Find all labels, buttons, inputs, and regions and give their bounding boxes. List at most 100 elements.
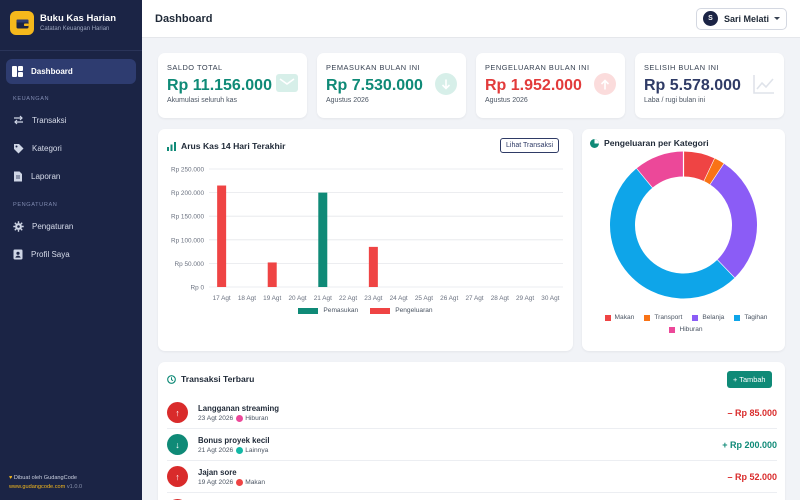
x-tick-label: 26 Agt	[440, 295, 458, 302]
cashflow-chart: Rp 0 Rp 50.000 Rp 100.000 Rp 150.000 Rp 200.…	[171, 167, 563, 302]
legend-item-tagihan[interactable]: Tagihan	[734, 314, 767, 321]
legend-label: Makan	[614, 314, 635, 321]
arrow-down-icon	[435, 73, 457, 95]
sidebar-item-label: Kategori	[32, 143, 62, 153]
sidebar-footer: ♥ Dibuat oleh GudangCode www.gudangcode.…	[9, 474, 82, 492]
slice-belanja[interactable]	[709, 163, 757, 278]
legend-label: Belanja	[702, 314, 725, 321]
legend-swatch	[644, 314, 651, 321]
footer-credit: Dibuat oleh GudangCode	[13, 475, 78, 481]
sidebar-item-transaksi[interactable]: Transaksi	[0, 106, 142, 134]
bar-chart-icon	[167, 141, 176, 151]
sidebar-section-settings: PENGATURAN	[13, 202, 58, 208]
y-tick-label: Rp 100.000	[171, 237, 204, 244]
y-tick-label: Rp 0	[191, 285, 205, 292]
stat-value: Rp 11.156.000	[167, 77, 272, 94]
chevron-down-icon	[774, 17, 780, 20]
avatar: S	[702, 11, 718, 26]
legend-expense[interactable]: Pengeluaran	[370, 307, 433, 314]
stat-card-income: PEMASUKAN BULAN INI Rp 7.530.000 Agustus…	[317, 53, 466, 118]
x-tick-label: 22 Agt	[339, 295, 357, 302]
bar-pengeluaran[interactable]	[217, 185, 227, 287]
transaction-date: 19 Agt 2026	[198, 478, 234, 486]
dashboard-icon	[12, 66, 23, 77]
transaction-row[interactable]: ↑ Jajan sore 19 Agt 2026 Makan – Rp 52.00…	[167, 461, 777, 493]
transaction-name: Bonus proyek kecil	[198, 435, 270, 445]
legend-label: Tagihan	[744, 314, 768, 321]
bar-pengeluaran[interactable]	[368, 246, 378, 287]
legend-item-transport[interactable]: Transport	[644, 314, 682, 321]
category-title: Pengeluaran per Kategori	[604, 138, 709, 148]
page-title: Dashboard	[155, 12, 213, 25]
legend-income[interactable]: Pemasukan	[298, 307, 358, 314]
transaction-category: Makan	[245, 478, 265, 486]
transaction-name: Langganan streaming	[198, 403, 280, 413]
sidebar-item-laporan[interactable]: Laporan	[0, 162, 142, 190]
footer-link[interactable]: www.gudangcode.com	[9, 484, 66, 490]
legend-swatch	[734, 314, 741, 321]
transaction-row-partial[interactable]: ↑	[167, 493, 777, 500]
sidebar-divider	[0, 50, 142, 51]
x-tick-label: 20 Agt	[288, 295, 306, 302]
category-dot	[236, 478, 244, 486]
transaction-row[interactable]: ↑ Langganan streaming 23 Agt 2026 Hiburan…	[167, 397, 777, 429]
stat-card-difference: SELISIH BULAN INI Rp 5.578.000 Laba / ru…	[635, 53, 784, 118]
arrow-up-icon	[594, 73, 616, 95]
stat-value: Rp 1.952.000	[485, 77, 582, 94]
sidebar-item-kategori[interactable]: Kategori	[0, 134, 142, 162]
bar-pengeluaran[interactable]	[267, 262, 277, 287]
bar-pemasukan[interactable]	[318, 192, 328, 287]
stat-card-expense: PENGELUARAN BULAN INI Rp 1.952.000 Agust…	[476, 53, 625, 118]
stat-value: Rp 7.530.000	[326, 77, 423, 94]
arrow-up-icon: ↑	[167, 466, 188, 487]
slice-tagihan[interactable]	[610, 168, 735, 299]
x-tick-label: 28 Agt	[491, 295, 509, 302]
report-icon	[14, 171, 22, 181]
stat-card-balance: SALDO TOTAL Rp 11.156.000 Akumulasi selu…	[158, 53, 307, 118]
y-tick-label: Rp 150.000	[171, 214, 204, 221]
slice-makan[interactable]	[682, 151, 715, 182]
trend-icon	[753, 73, 775, 95]
legend-swatch	[298, 307, 319, 314]
user-menu-button[interactable]: S Sari Melati	[695, 7, 787, 30]
transaction-row[interactable]: ↓ Bonus proyek kecil 21 Agt 2026 Lainnya …	[167, 429, 777, 461]
sidebar-item-label: Laporan	[31, 171, 61, 181]
legend-item-makan[interactable]: Makan	[604, 314, 635, 321]
transactions-card: Transaksi Terbaru + Tambah ↑ Langganan s…	[158, 362, 785, 500]
add-button-label: Tambah	[739, 375, 766, 384]
transaction-amount: – Rp 52.000	[727, 471, 777, 482]
x-tick-label: 19 Agt	[263, 295, 281, 302]
x-tick-label: 18 Agt	[238, 295, 256, 302]
legend-swatch	[604, 314, 611, 321]
slice-separator	[709, 163, 725, 185]
gear-icon	[13, 220, 24, 232]
sidebar-item-profil[interactable]: Profil Saya	[0, 240, 142, 268]
slice-hiburan[interactable]	[636, 151, 685, 188]
x-tick-label: 30 Agt	[541, 295, 559, 302]
legend-label: Hiburan	[679, 326, 703, 333]
stat-label: PENGELUARAN BULAN INI	[485, 63, 590, 72]
stat-label: PEMASUKAN BULAN INI	[326, 63, 421, 72]
stat-sub: Laba / rugi bulan ini	[644, 97, 706, 104]
add-transaction-button[interactable]: + Tambah	[727, 371, 772, 388]
x-tick-label: 29 Agt	[516, 295, 534, 302]
sidebar-item-pengaturan[interactable]: Pengaturan	[0, 212, 142, 240]
topbar: Dashboard S Sari Melati	[142, 0, 800, 38]
sidebar-item-label: Transaksi	[32, 115, 67, 125]
stat-sub: Akumulasi seluruh kas	[167, 97, 238, 104]
sidebar-item-label: Pengaturan	[32, 221, 74, 231]
slice-transport[interactable]	[704, 158, 725, 185]
legend-item-hiburan[interactable]: Hiburan	[669, 326, 703, 333]
transaction-name: Jajan sore	[198, 467, 237, 477]
view-transactions-button[interactable]: Lihat Transaksi	[500, 138, 560, 153]
arrow-down-icon: ↓	[167, 434, 188, 455]
x-tick-label: 21 Agt	[314, 295, 332, 302]
brand[interactable]: Buku Kas Harian Catatan Keuangan Harian	[0, 4, 142, 42]
transaction-category: Hiburan	[245, 414, 269, 422]
heart-icon: ♥	[9, 475, 13, 481]
sidebar-item-dashboard[interactable]: Dashboard	[6, 59, 136, 84]
cashflow-card: Arus Kas 14 Hari Terakhir Lihat Transaks…	[158, 129, 573, 351]
x-tick-label: 23 Agt	[364, 295, 382, 302]
transaction-date: 23 Agt 2026	[198, 414, 234, 422]
legend-item-belanja[interactable]: Belanja	[692, 314, 724, 321]
